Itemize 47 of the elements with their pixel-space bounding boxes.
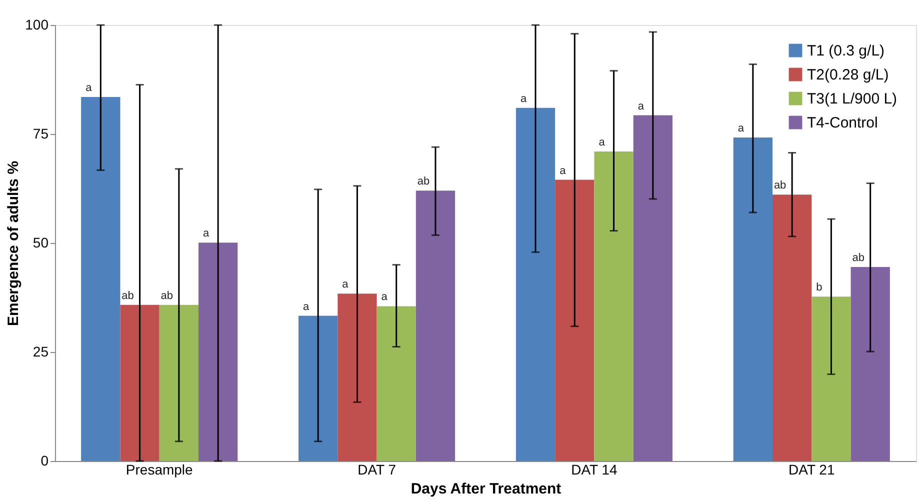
- bar: [159, 304, 198, 461]
- y-tick-label: 50: [32, 234, 49, 250]
- annotation: a: [638, 100, 645, 112]
- annotation: a: [560, 164, 567, 177]
- y-tick-label: 100: [25, 16, 49, 32]
- annotation: a: [381, 291, 388, 304]
- annotation: a: [738, 122, 745, 134]
- bar: [850, 266, 890, 461]
- legend-label: T3(1 L/900 L): [807, 90, 898, 108]
- annotation: a: [203, 228, 210, 240]
- x-tick-label: DAT 21: [788, 462, 835, 478]
- annotation: a: [342, 278, 350, 291]
- y-tick-label: 75: [32, 126, 49, 142]
- annotation: a: [598, 136, 606, 148]
- legend-label: T4-Control: [807, 114, 878, 132]
- annotation: a: [86, 82, 93, 94]
- legend-label: T1 (0.3 g/L): [807, 42, 885, 60]
- bar: [338, 294, 377, 461]
- bar: [81, 96, 120, 461]
- y-tick-label: 25: [32, 344, 49, 360]
- bar: [772, 194, 812, 461]
- annotation: ab: [774, 180, 786, 192]
- x-axis-title: Days After Treatment: [410, 480, 562, 498]
- bar: [555, 180, 594, 461]
- bar: [733, 137, 772, 461]
- bar: [120, 304, 160, 461]
- bar: [594, 151, 634, 461]
- x-tick-label: Presample: [126, 462, 194, 478]
- annotation: a: [520, 92, 528, 105]
- bar: [376, 306, 416, 461]
- bar: [198, 242, 238, 461]
- legend-label: T2(0.28 g/L): [807, 66, 889, 84]
- annotation: a: [303, 300, 310, 313]
- bar: [516, 108, 556, 461]
- x-tick-label: DAT 7: [358, 462, 396, 478]
- y-tick-label: 0: [40, 452, 49, 468]
- annotation: ab: [852, 252, 864, 264]
- annotation: ab: [122, 290, 134, 302]
- x-tick-label: DAT 14: [571, 462, 618, 478]
- bar: [633, 115, 672, 461]
- y-axis-title: Emergence of adults %: [5, 160, 22, 326]
- annotation: b: [816, 282, 822, 294]
- annotation: ab: [160, 290, 174, 302]
- annotation: ab: [417, 176, 430, 188]
- bar: [812, 296, 851, 461]
- bar: [416, 190, 456, 461]
- bar: [298, 316, 338, 461]
